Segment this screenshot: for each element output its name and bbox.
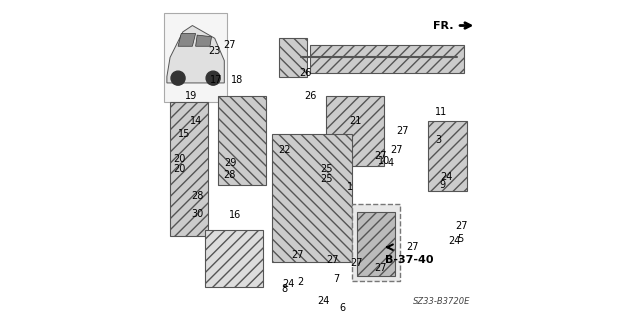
Text: 16: 16 xyxy=(229,210,241,220)
Text: 8: 8 xyxy=(282,284,288,294)
Bar xyxy=(352,204,400,281)
Text: 20: 20 xyxy=(173,154,186,165)
Text: 2: 2 xyxy=(298,277,304,287)
Text: 24: 24 xyxy=(282,279,294,289)
Text: 1: 1 xyxy=(348,182,353,192)
Text: 27: 27 xyxy=(390,145,403,155)
Bar xyxy=(428,121,467,191)
Text: SZ33-B3720E: SZ33-B3720E xyxy=(413,297,470,306)
Text: 21: 21 xyxy=(349,116,361,126)
Circle shape xyxy=(171,71,185,85)
Text: 24: 24 xyxy=(440,172,452,182)
Text: 3: 3 xyxy=(435,135,441,145)
Bar xyxy=(326,96,384,166)
Text: 27: 27 xyxy=(326,255,339,265)
Polygon shape xyxy=(178,33,196,46)
Text: 26: 26 xyxy=(304,91,317,101)
Bar xyxy=(310,45,463,73)
Text: 26: 26 xyxy=(300,68,312,78)
Circle shape xyxy=(206,71,220,85)
Text: 9: 9 xyxy=(440,180,446,190)
FancyBboxPatch shape xyxy=(164,13,227,102)
Text: 7: 7 xyxy=(333,274,339,284)
Text: 27: 27 xyxy=(351,258,363,268)
Polygon shape xyxy=(196,35,212,46)
Text: 25: 25 xyxy=(320,164,333,174)
Bar xyxy=(205,230,262,287)
Text: 11: 11 xyxy=(435,107,447,117)
Text: 14: 14 xyxy=(189,116,202,126)
Bar xyxy=(278,38,307,77)
Text: 18: 18 xyxy=(231,75,243,85)
Bar xyxy=(272,134,352,262)
Text: 27: 27 xyxy=(374,263,387,273)
Text: 27: 27 xyxy=(456,221,468,232)
Text: 10: 10 xyxy=(378,156,390,166)
Text: 6: 6 xyxy=(339,303,346,313)
Text: 5: 5 xyxy=(457,234,463,244)
Text: 29: 29 xyxy=(225,158,237,168)
Text: 28: 28 xyxy=(223,170,236,181)
Text: B-37-40: B-37-40 xyxy=(385,255,434,265)
Text: 22: 22 xyxy=(278,145,291,155)
Text: 24: 24 xyxy=(317,296,330,307)
Text: 27: 27 xyxy=(397,126,409,136)
Bar xyxy=(218,96,266,185)
Text: 19: 19 xyxy=(185,91,197,101)
Text: 17: 17 xyxy=(210,75,223,85)
Text: 23: 23 xyxy=(209,46,221,56)
Text: 28: 28 xyxy=(191,191,204,201)
Polygon shape xyxy=(167,26,224,83)
Bar xyxy=(356,212,395,276)
Text: 27: 27 xyxy=(291,250,304,260)
Text: 15: 15 xyxy=(178,129,191,139)
Text: 27: 27 xyxy=(374,151,387,161)
Text: 24: 24 xyxy=(448,236,460,246)
Text: 4: 4 xyxy=(387,158,393,168)
Bar xyxy=(170,102,209,236)
Text: FR.: FR. xyxy=(433,20,454,31)
Text: 30: 30 xyxy=(191,209,204,219)
Text: 27: 27 xyxy=(223,40,236,50)
Text: 20: 20 xyxy=(173,164,186,174)
Text: 25: 25 xyxy=(320,174,333,184)
Text: 27: 27 xyxy=(406,242,419,252)
